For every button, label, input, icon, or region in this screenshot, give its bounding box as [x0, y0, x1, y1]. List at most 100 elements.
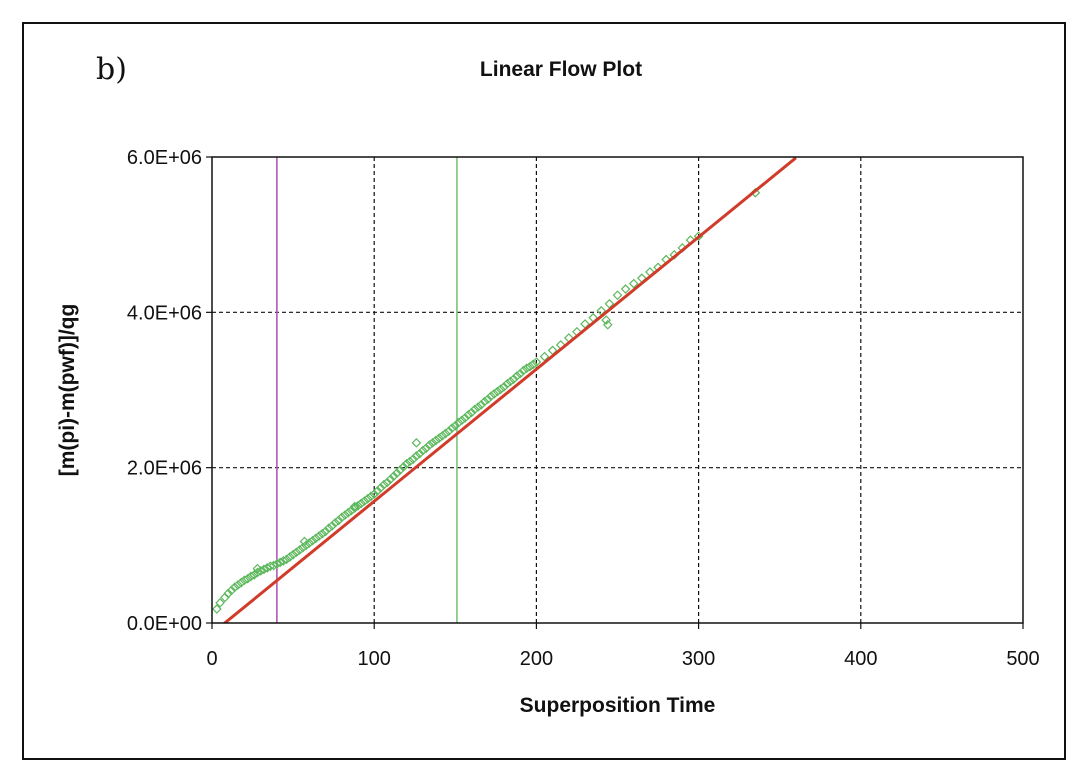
- data-point: [620, 284, 631, 294]
- data-point: [411, 451, 422, 461]
- data-point: [628, 278, 639, 289]
- panel-label: b): [96, 52, 127, 87]
- data-point: [336, 512, 347, 523]
- data-point: [291, 547, 302, 558]
- data-point: [246, 571, 256, 582]
- data-point: [255, 566, 266, 576]
- x-tick-label: 100: [358, 648, 391, 670]
- data-point: [272, 559, 282, 569]
- data-point: [479, 396, 490, 407]
- data-point: [469, 404, 480, 415]
- data-point: [353, 500, 363, 511]
- data-point: [486, 391, 496, 402]
- data-point: [515, 368, 526, 379]
- data-point: [460, 413, 470, 423]
- data-point: [275, 557, 285, 568]
- data-point: [492, 386, 503, 397]
- data-point: [369, 489, 380, 499]
- data-point: [385, 474, 396, 485]
- data-point: [278, 556, 289, 566]
- linear-fit: [222, 157, 797, 623]
- data-point: [294, 545, 305, 555]
- data-point: [372, 486, 383, 496]
- data-point: [531, 357, 542, 367]
- data-point: [288, 549, 298, 560]
- y-tick-label: 6.0E+06: [127, 147, 202, 169]
- data-point: [252, 567, 263, 578]
- data-point: [443, 426, 454, 437]
- data-point: [424, 440, 435, 450]
- data-point: [356, 498, 367, 509]
- data-point: [220, 592, 230, 603]
- x-tick-label: 500: [1006, 648, 1039, 670]
- data-point: [215, 597, 225, 608]
- data-point: [249, 569, 260, 580]
- data-point: [421, 443, 431, 454]
- data-point: [379, 479, 389, 490]
- data-point: [427, 437, 438, 448]
- data-point: [434, 433, 444, 444]
- data-point: [233, 580, 243, 590]
- data-point: [327, 521, 337, 531]
- data-point: [411, 437, 422, 448]
- data-point: [320, 526, 331, 537]
- data-point: [612, 290, 623, 301]
- data-point: [453, 417, 464, 428]
- data-point: [375, 483, 386, 493]
- data-point: [314, 531, 324, 541]
- data-point: [297, 542, 308, 553]
- data-point: [281, 554, 292, 565]
- y-tick-label: 4.0E+06: [127, 302, 202, 324]
- data-point: [489, 389, 500, 399]
- data-point: [437, 430, 448, 441]
- data-point: [388, 471, 399, 482]
- data-point: [392, 468, 402, 478]
- data-point: [395, 465, 406, 475]
- data-point: [285, 552, 295, 562]
- y-tick-label: 2.0E+06: [127, 458, 202, 480]
- data-point: [349, 503, 360, 513]
- data-point: [505, 376, 516, 387]
- data-point: [502, 378, 513, 389]
- data-point: [323, 523, 334, 534]
- data-point: [508, 374, 519, 384]
- data-point: [366, 491, 376, 502]
- data-point: [430, 435, 441, 446]
- data-point: [499, 382, 509, 392]
- data-point: [362, 493, 373, 504]
- data-point: [349, 501, 360, 512]
- data-point: [226, 585, 237, 596]
- data-point: [401, 458, 412, 469]
- figure-frame: [22, 22, 1066, 760]
- data-point: [252, 563, 263, 574]
- x-tick-label: 200: [520, 648, 553, 670]
- data-point: [239, 575, 250, 586]
- data-point: [346, 505, 357, 516]
- data-point: [602, 319, 613, 330]
- x-axis-label: Superposition Time: [520, 694, 716, 717]
- data-point: [482, 394, 493, 405]
- tick-labels: 0 100 200 300 400 500 0.0E+00 2.0E+06 4.0E+06 6.0…: [127, 147, 1040, 670]
- data-point: [359, 496, 370, 506]
- data-point: [333, 515, 344, 526]
- data-point: [242, 573, 253, 584]
- vertical-marker-lines: [276, 157, 458, 623]
- data-point: [521, 363, 532, 374]
- data-point: [304, 538, 315, 548]
- data-point: [317, 528, 328, 539]
- data-point: [601, 315, 611, 325]
- data-point: [310, 533, 321, 544]
- data-point: [236, 577, 247, 588]
- data-point: [330, 517, 341, 528]
- fit-line-layer: [222, 157, 797, 623]
- data-point: [405, 456, 415, 467]
- data-point: [518, 365, 529, 376]
- data-point: [447, 423, 457, 433]
- data-point: [440, 428, 451, 439]
- grid: [212, 157, 1023, 623]
- data-point: [212, 604, 222, 614]
- data-point: [495, 384, 506, 395]
- data-point: [343, 507, 354, 518]
- data-point: [418, 445, 428, 456]
